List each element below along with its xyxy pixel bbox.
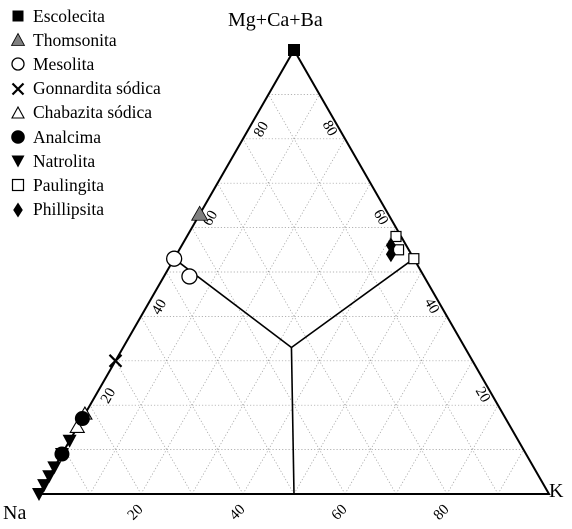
data-point-open-square-icon [408,253,420,265]
filled-diamond-icon [13,202,23,218]
filled-down-triangle-icon [11,155,25,168]
data-point-open-square-icon [392,244,405,256]
tick-label-right: 60 [370,207,391,228]
data-point-filled-diamond-icon [385,246,396,263]
tick-label-bottom: 20 [125,502,147,524]
tick-label-right: 40 [421,296,442,317]
data-point-filled-down-triangle-icon [47,461,62,475]
vertex-label-right: K [549,480,564,502]
data-point-cross-icon [108,354,123,368]
legend-item: Escolecita [10,4,161,28]
data-point-filled-square-icon [288,44,300,56]
legend-label: Phillipsita [33,199,104,220]
filled-square-icon [12,10,24,22]
grid-line [293,271,422,495]
legend-item: Phillipsita [10,198,161,222]
grid-line [395,360,473,495]
legend-label: Gonnardita sódica [33,78,161,99]
grid-line [344,316,448,495]
grid-line [191,183,371,495]
data-point-filled-circle-icon [74,411,90,427]
data-point-open-triangle-icon [69,419,86,433]
legend-item: Natrolita [10,149,161,173]
data-point-open-circle-icon [165,250,183,267]
legend-label: Natrolita [33,150,96,171]
legend-label: Escolecita [33,5,105,26]
cross-icon [11,82,25,95]
grid-line [497,449,524,495]
open-circle-icon [11,57,25,72]
data-point-filled-down-triangle-icon [42,470,57,484]
data-point-open-circle-icon [181,268,198,285]
data-point-filled-down-triangle-icon [37,479,52,493]
vertex-label-top: Mg+Ca+Ba [228,9,323,31]
legend-label: Analcima [33,126,102,147]
data-point-filled-gray-triangle-icon [190,205,209,221]
open-square-icon [11,179,25,192]
open-triangle-icon [11,105,25,119]
legend-item: Paulingita [10,173,161,197]
field-boundaries [173,258,415,495]
data-point-filled-down-triangle-icon [62,434,77,448]
tick-label-left: 60 [200,208,221,229]
data-points [32,44,420,501]
data-point-open-square-icon [390,230,402,243]
tick-label-right: 80 [319,118,340,139]
tick-label-bottom: 60 [329,502,351,524]
field-boundary-line [290,258,415,349]
grid-line [166,271,295,495]
tick-label-bottom: 40 [227,502,249,524]
legend-label: Chabazita sódica [33,102,153,123]
grid-line [89,94,320,495]
legend-item: Gonnardita sódica [10,77,161,101]
data-point-filled-down-triangle-icon [32,488,46,501]
tick-label-left: 40 [149,297,170,318]
legend-label: Mesolita [33,53,95,74]
grid-line [89,405,142,495]
field-boundary-line [290,347,295,495]
tick-label-left: 80 [251,119,272,140]
grid-line [217,183,397,495]
tick-label-right: 20 [472,384,493,405]
vertex-label-left: Na [3,502,27,524]
grid-line [268,94,499,495]
legend-label: Paulingita [33,174,104,195]
tick-labels: 20 80 20 40 60 40 60 40 60 80 20 80 [98,118,493,524]
grid-line [115,360,193,495]
legend-item: Analcima [10,125,161,149]
grid-line [446,405,499,495]
filled-circle-icon [11,130,25,144]
data-point-filled-diamond-icon [385,237,396,254]
grid-lines [64,94,524,495]
data-point-filled-down-triangle-icon [54,448,69,462]
legend-item: Mesolita [10,52,161,76]
filled-gray-triangle-icon [10,32,26,47]
legend: Escolecita Thomsonita Mesolita Gonnardit… [10,4,161,222]
tick-label-bottom: 80 [431,502,453,524]
tick-label-left: 20 [98,385,119,406]
legend-item: Thomsonita [10,28,161,52]
legend-label: Thomsonita [33,29,117,50]
grid-line [140,316,244,495]
legend-item: Chabazita sódica [10,101,161,125]
